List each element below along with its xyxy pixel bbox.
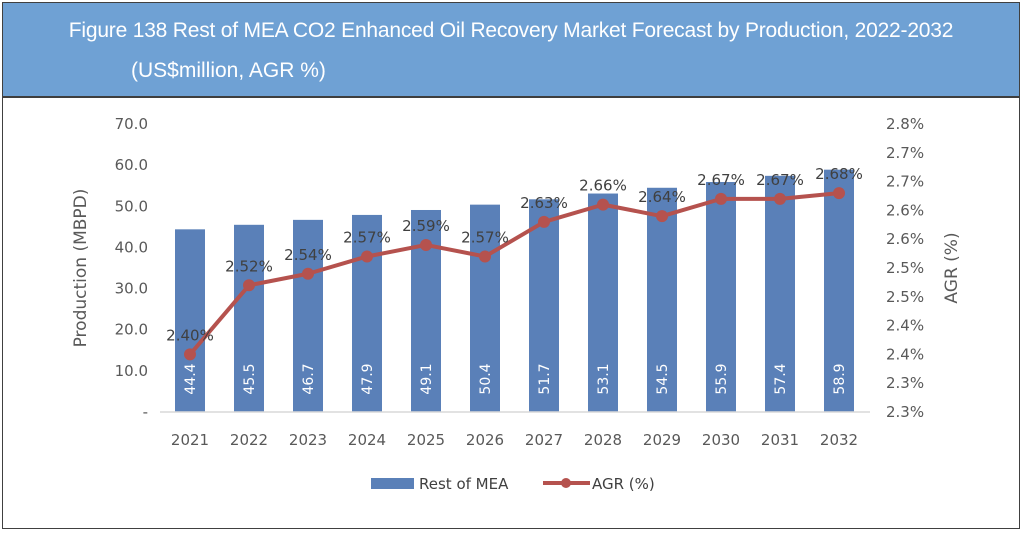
right-axis-tick-label: 2.6% [886,201,924,219]
right-axis-tick-label: 2.3% [886,374,924,392]
right-axis-tick-label: 2.4% [886,345,924,363]
agr-value-label: 2.54% [284,246,332,264]
agr-marker-2026 [479,250,491,263]
agr-value-label: 2.40% [166,326,214,344]
bar-value-label: 47.9 [360,363,376,394]
x-axis-tick-label: 2021 [171,431,209,449]
agr-marker-2028 [597,198,609,211]
right-axis-tick-label: 2.6% [886,230,924,248]
agr-value-label: 2.57% [461,228,509,246]
bar-2031 [765,175,795,412]
agr-marker-2027 [538,215,550,228]
x-axis-tick-label: 2023 [289,431,327,449]
x-axis-tick-label: 2022 [230,431,268,449]
agr-value-label: 2.68% [815,165,863,183]
x-axis-tick-label: 2028 [584,431,622,449]
left-axis-tick-label: 30.0 [115,280,148,298]
bar-value-label: 49.1 [419,363,435,394]
bar-2032 [824,169,854,412]
figure-header: Figure 138 Rest of MEA CO2 Enhanced Oil … [3,3,1019,98]
bar-2027 [529,199,559,412]
right-axis-tick-label: 2.5% [886,259,924,277]
agr-value-label: 2.57% [343,228,391,246]
x-axis-tick-label: 2030 [702,431,740,449]
right-axis-tick-label: 2.3% [886,403,924,421]
bar-series: 44.4 45.5 46.7 47.9 49.1 50.4 51.7 53.1 54.5 55.9… [175,169,854,412]
bar-value-label: 53.1 [596,363,612,394]
agr-marker-2031 [774,192,786,205]
x-axis-tick-label: 2029 [643,431,681,449]
legend: Rest of MEA AGR (%) [371,475,655,493]
bar-2023 [293,219,323,412]
agr-line-series: 2.40% 2.52% 2.54% 2.57% 2.59% 2.57% 2.63% 2.66%… [166,165,863,361]
agr-marker-2030 [715,192,727,205]
right-axis-title: AGR (%) [942,232,962,303]
legend-label-rest-of-mea: Rest of MEA [419,475,509,493]
bar-value-label: 44.4 [183,363,199,394]
right-axis-tick-label: 2.7% [886,144,924,162]
agr-value-label: 2.64% [638,188,686,206]
bar-2030 [706,182,736,412]
right-axis-ticks: 2.3% 2.3% 2.4% 2.4% 2.5% 2.5% 2.6% 2.6% 2.7% 2.7%… [886,115,924,421]
bar-2029 [647,187,677,412]
left-axis-tick-label: 40.0 [115,238,148,256]
agr-marker-2021 [184,348,196,361]
agr-marker-2024 [361,250,373,263]
bar-value-label: 46.7 [301,363,317,394]
agr-marker-2023 [302,267,314,280]
agr-value-label: 2.67% [697,171,745,189]
left-axis-title: Production (MBPD) [71,189,91,348]
left-axis-ticks: - 10.0 20.0 30.0 40.0 50.0 60.0 70.0 [115,115,148,421]
agr-line [188,191,840,356]
bar-value-label: 54.5 [655,363,671,394]
left-axis-tick-label: 60.0 [115,156,148,174]
bar-2022 [234,224,264,412]
bar-2021 [175,229,205,412]
bar-value-label: 57.4 [773,363,789,394]
bar-value-label: 58.9 [832,363,848,394]
agr-value-label: 2.67% [756,171,804,189]
x-axis-tick-label: 2027 [525,431,563,449]
figure-title: Figure 138 Rest of MEA CO2 Enhanced Oil … [68,19,954,42]
bar-2026 [470,204,500,412]
bar-value-label: 55.9 [714,363,730,394]
right-axis-tick-label: 2.8% [886,115,924,133]
bar-2028 [588,193,618,412]
left-axis-tick-label: 20.0 [115,321,148,339]
left-axis-tick-label: - [143,403,148,421]
left-axis-tick-label: 70.0 [115,115,148,133]
legend-label-agr: AGR (%) [592,475,655,493]
legend-swatch-agr-marker [561,478,571,488]
agr-marker-2025 [420,238,432,251]
figure-subtitle: (US$million, AGR %) [131,59,326,82]
legend-swatch-rest-of-mea [371,478,414,489]
x-axis-tick-label: 2026 [466,431,504,449]
right-axis-tick-label: 2.7% [886,173,924,191]
bar-value-label: 50.4 [478,363,494,394]
agr-marker-2029 [656,210,668,223]
bar-value-label: 51.7 [537,363,553,394]
right-axis-tick-label: 2.5% [886,288,924,306]
agr-marker-2022 [243,279,255,292]
bar-2024 [352,214,382,412]
agr-value-label: 2.63% [520,194,568,212]
agr-value-label: 2.66% [579,177,627,195]
x-axis-tick-label: 2031 [761,431,799,449]
left-axis-tick-label: 50.0 [115,197,148,215]
x-axis-tick-label: 2032 [820,431,858,449]
x-axis-tick-label: 2024 [348,431,386,449]
right-axis-tick-label: 2.4% [886,317,924,335]
agr-value-label: 2.59% [402,217,450,235]
x-axis-tick-label: 2025 [407,431,445,449]
agr-value-label: 2.52% [225,257,273,275]
bar-value-label: 45.5 [242,363,258,394]
x-axis-ticks: 2021 2022 2023 2024 2025 2026 2027 2028 2029 2030… [171,431,858,449]
left-axis-tick-label: 10.0 [115,362,148,380]
agr-marker-2032 [833,187,845,200]
